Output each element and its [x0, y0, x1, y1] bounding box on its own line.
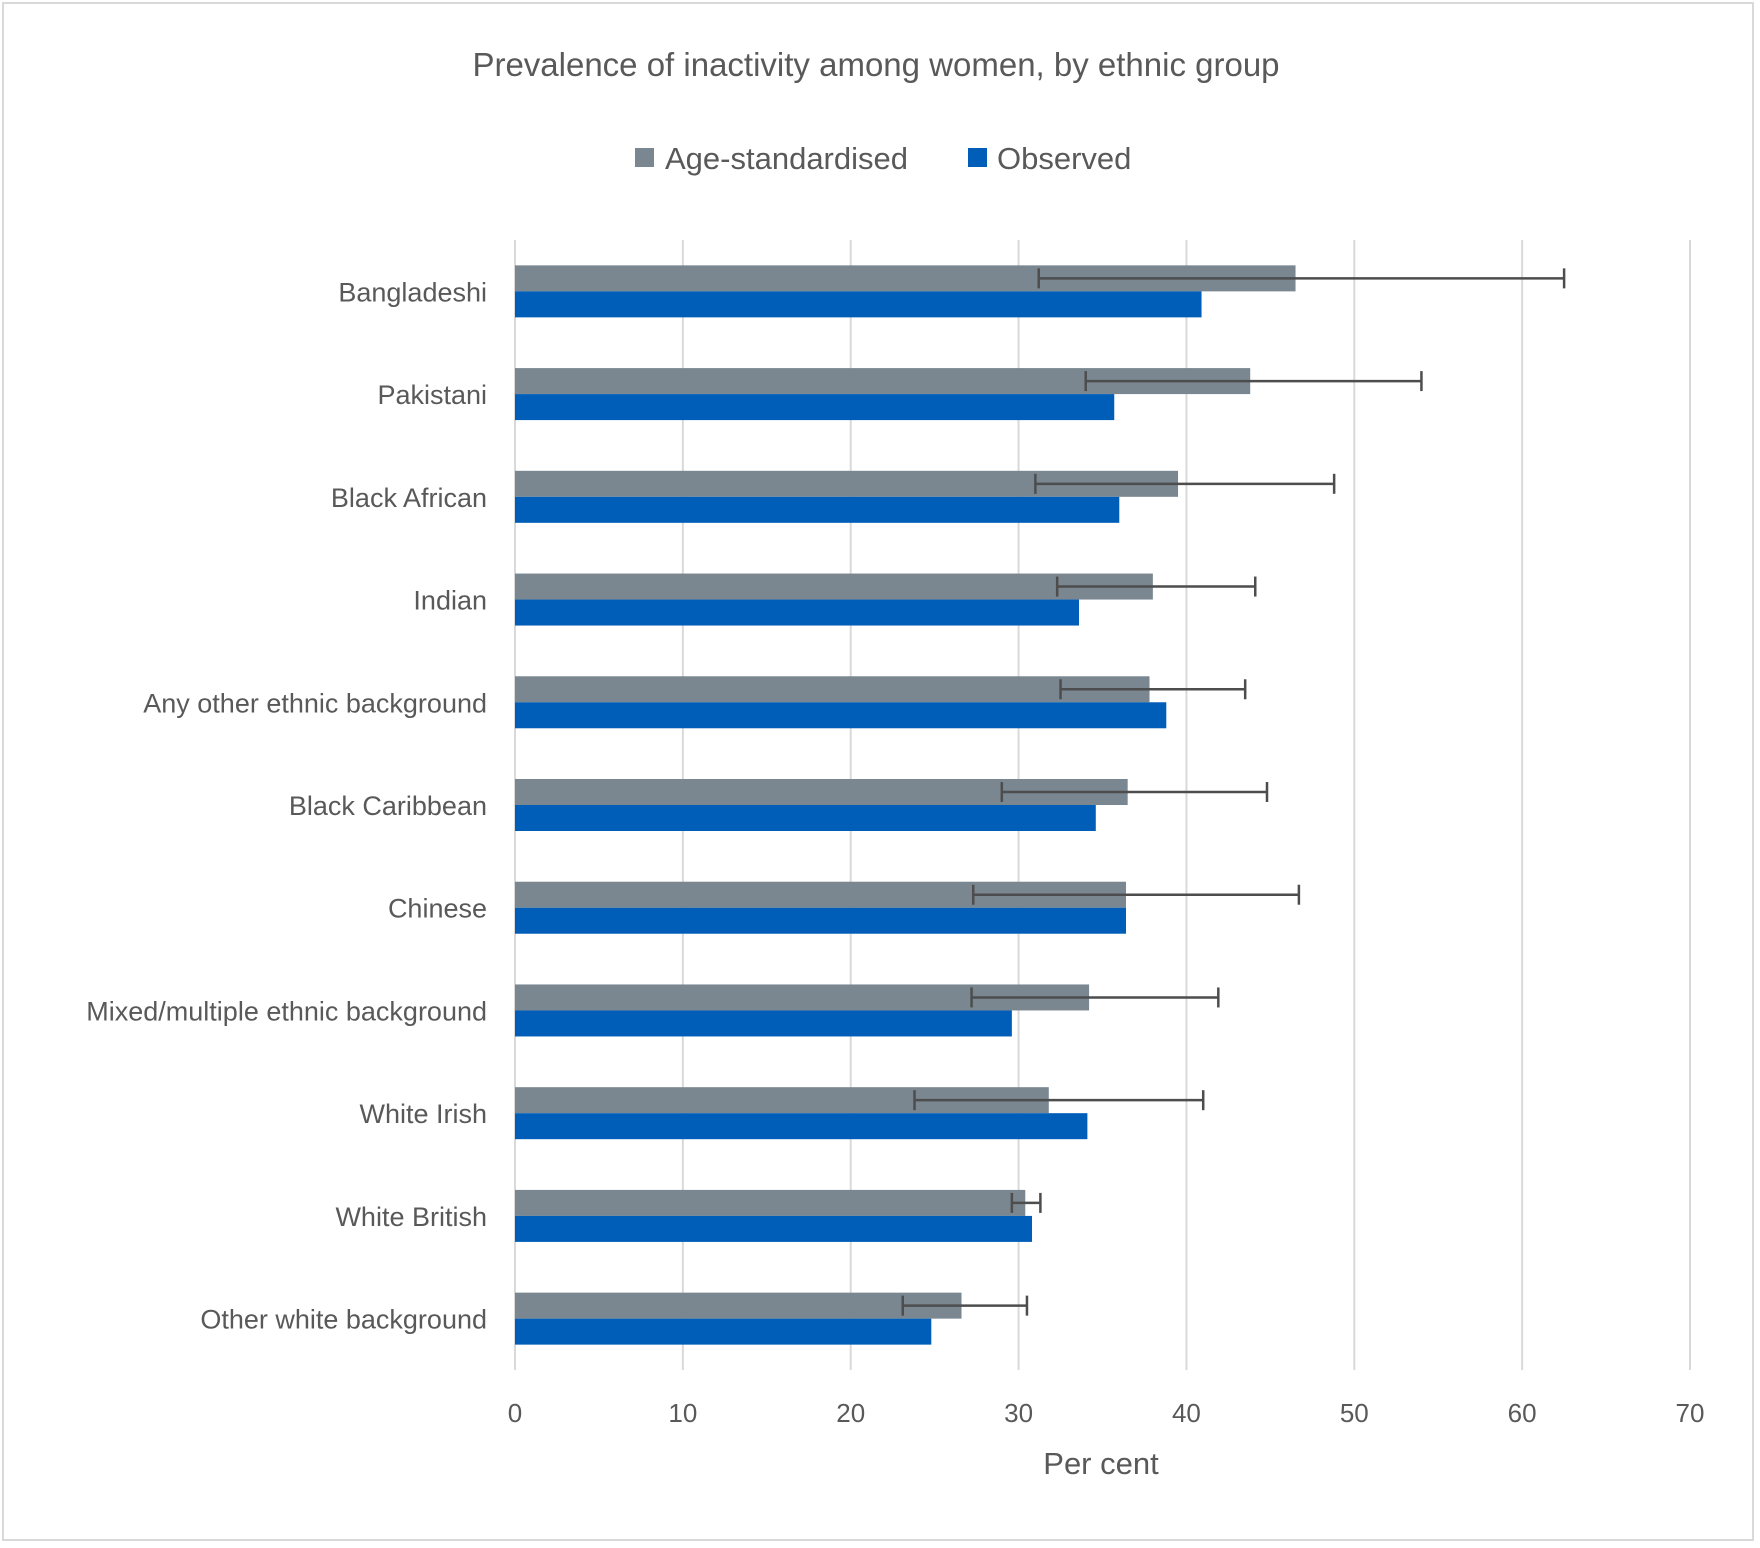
- x-tick-label-70: 70: [1676, 1398, 1705, 1428]
- bar-age-standardised-white-british: [515, 1189, 1026, 1216]
- bar-observed-white-irish: [515, 1113, 1088, 1140]
- bar-observed-other-white-background: [515, 1318, 932, 1345]
- error-bars: [901, 268, 1566, 1316]
- x-tick-label-40: 40: [1172, 1398, 1201, 1428]
- bar-age-standardised-any-other-ethnic-background: [515, 676, 1150, 703]
- x-tick-label-20: 20: [836, 1398, 865, 1428]
- x-tick-label-60: 60: [1508, 1398, 1537, 1428]
- bar-observed-black-african: [515, 496, 1120, 523]
- x-tick-label-30: 30: [1004, 1398, 1033, 1428]
- legend-label-observed: Observed: [997, 141, 1131, 176]
- x-tick-label-0: 0: [508, 1398, 522, 1428]
- bar-observed-chinese: [515, 907, 1126, 934]
- legend-swatch-observed: [968, 148, 987, 167]
- category-label-pakistani: Pakistani: [377, 380, 487, 410]
- category-label-black-african: Black African: [331, 483, 487, 513]
- bar-chart: Prevalence of inactivity among women, by…: [86, 46, 1705, 1481]
- legend-label-age-standardised: Age-standardised: [665, 141, 908, 176]
- bar-observed-any-other-ethnic-background: [515, 702, 1167, 729]
- bar-observed-black-caribbean: [515, 805, 1096, 831]
- chart-title: Prevalence of inactivity among women, by…: [472, 46, 1279, 83]
- bar-observed-bangladeshi: [515, 291, 1202, 318]
- category-label-other-white-background: Other white background: [200, 1305, 487, 1335]
- x-tick-label-50: 50: [1340, 1398, 1369, 1428]
- bar-observed-pakistani: [515, 394, 1115, 421]
- category-label-black-caribbean: Black Caribbean: [289, 791, 487, 821]
- x-axis-title: Per cent: [1043, 1446, 1159, 1481]
- category-label-white-british: White British: [335, 1202, 487, 1232]
- category-labels: Bangladeshi Pakistani Black African Indian A…: [86, 277, 487, 1334]
- legend-swatch-age-standardised: [635, 148, 654, 167]
- category-label-mixed-multiple-ethnic-background: Mixed/multiple ethnic background: [86, 996, 487, 1026]
- legend: Age-standardised Observed: [635, 141, 1131, 176]
- x-tick-labels: 0 10 20 30 40 50 60 70: [508, 1398, 1705, 1428]
- category-label-bangladeshi: Bangladeshi: [338, 277, 487, 307]
- bars: [515, 265, 1296, 1345]
- bar-observed-white-british: [515, 1215, 1032, 1242]
- category-label-indian: Indian: [413, 586, 487, 616]
- bar-observed-mixed-multiple-ethnic-background: [515, 1010, 1012, 1037]
- x-tick-label-10: 10: [668, 1398, 697, 1428]
- category-label-any-other-ethnic-background: Any other ethnic background: [143, 688, 487, 718]
- category-label-chinese: Chinese: [388, 894, 487, 924]
- bar-age-standardised-indian: [515, 573, 1153, 600]
- bar-observed-indian: [515, 599, 1079, 626]
- bar-age-standardised-other-white-background: [515, 1292, 962, 1319]
- category-label-white-irish: White Irish: [359, 1099, 487, 1129]
